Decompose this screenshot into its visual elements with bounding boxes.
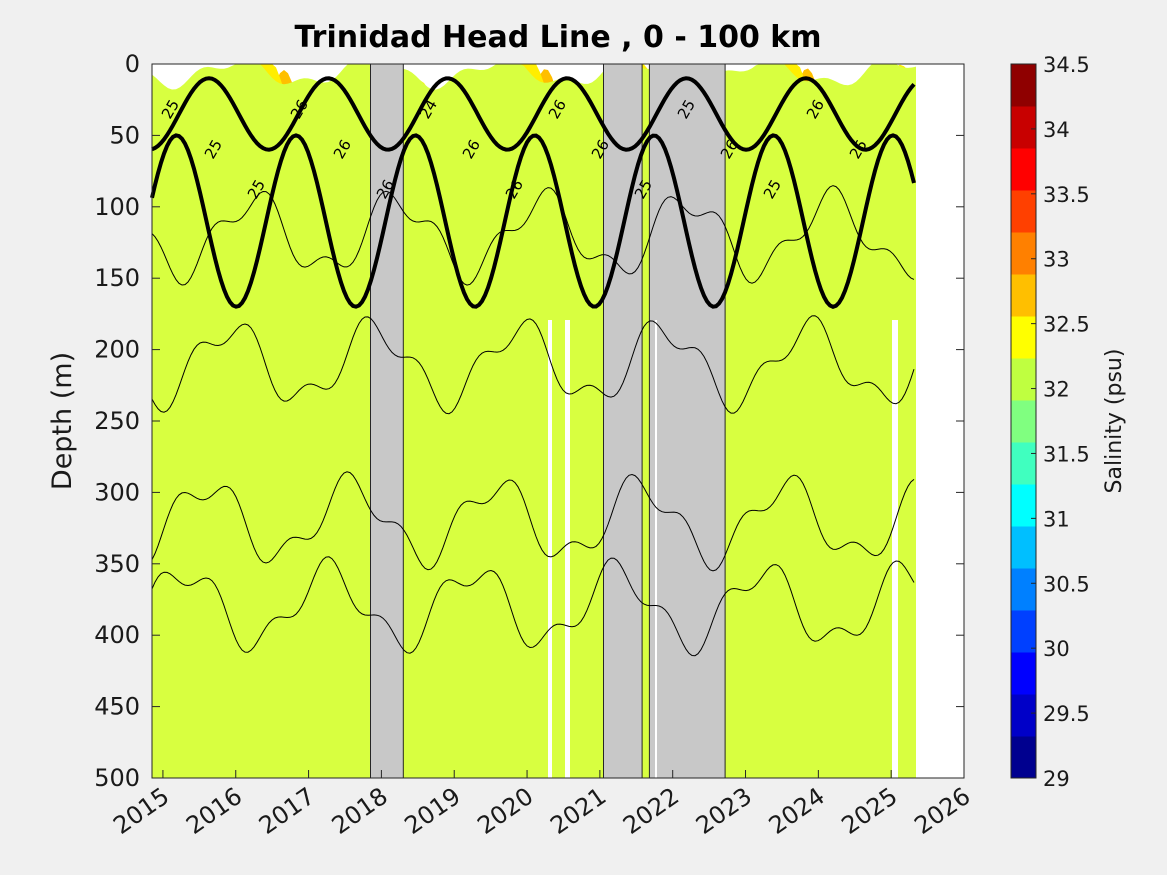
colorbar-swatch bbox=[1011, 484, 1036, 527]
colorbar-tick-label: 32.5 bbox=[1043, 313, 1090, 337]
colorbar-tick-label: 29.5 bbox=[1043, 702, 1090, 726]
x-tick-label: 2020 bbox=[472, 782, 538, 840]
colorbar-swatch bbox=[1011, 274, 1036, 317]
colorbar-swatch bbox=[1011, 442, 1036, 485]
y-tick-label: 250 bbox=[94, 407, 140, 435]
density-contour bbox=[150, 133, 916, 309]
colorbar: 29 29.5 30 30.5 31 31.5 32 32.5 33 33.5 34 34.5 bbox=[1010, 53, 1090, 791]
colorbar-tick-label: 30.5 bbox=[1043, 572, 1090, 596]
x-tick-label: 2022 bbox=[618, 782, 684, 840]
sampling-gap bbox=[655, 320, 657, 778]
y-tick-label: 100 bbox=[94, 193, 140, 221]
y-axis-ticks: 0 50 100 150 200 250 300 350 400 450 500 bbox=[94, 50, 964, 792]
colorbar-swatch bbox=[1011, 610, 1036, 653]
colorbar-swatch bbox=[1011, 652, 1036, 695]
colorbar-swatch bbox=[1011, 190, 1036, 233]
colorbar-swatch bbox=[1011, 232, 1036, 275]
x-tick-label: 2024 bbox=[764, 782, 830, 840]
sampling-gap bbox=[548, 320, 552, 778]
x-tick-label: 2016 bbox=[181, 782, 247, 840]
y-tick-label: 450 bbox=[94, 693, 140, 721]
colorbar-tick-label: 34.5 bbox=[1043, 53, 1090, 77]
colorbar-tick-label: 33 bbox=[1043, 248, 1070, 272]
sampling-gap bbox=[892, 320, 898, 778]
colorbar-label: Salinity (psu) bbox=[1102, 349, 1127, 494]
colorbar-tick-label: 34 bbox=[1043, 118, 1070, 142]
colorbar-tick-label: 29 bbox=[1043, 767, 1070, 791]
thin-contour bbox=[151, 185, 915, 286]
x-tick-label: 2025 bbox=[837, 782, 903, 840]
no-data-period bbox=[370, 63, 404, 779]
colorbar-swatch bbox=[1011, 358, 1036, 401]
y-tick-label: 0 bbox=[125, 50, 140, 78]
thin-contour bbox=[151, 556, 915, 657]
y-tick-label: 200 bbox=[94, 336, 140, 364]
salinity-bands bbox=[152, 64, 916, 779]
colorbar-frame bbox=[1010, 63, 1037, 779]
no-data-period bbox=[648, 63, 726, 779]
x-tick-label: 2021 bbox=[545, 782, 611, 840]
x-tick-label: 2018 bbox=[327, 782, 393, 840]
y-tick-label: 300 bbox=[94, 478, 140, 506]
colorbar-swatch bbox=[1011, 64, 1036, 107]
colorbar-swatch bbox=[1011, 148, 1036, 191]
y-tick-label: 400 bbox=[94, 621, 140, 649]
colorbar-tick-label: 33.5 bbox=[1043, 183, 1090, 207]
colorbar-swatch bbox=[1011, 694, 1036, 737]
colorbar-swatch bbox=[1011, 568, 1036, 611]
x-tick-label: 2023 bbox=[691, 782, 757, 840]
colorbar-tick-label: 31.5 bbox=[1043, 442, 1090, 466]
colorbar-swatch bbox=[1011, 526, 1036, 569]
salinity-band bbox=[152, 64, 916, 778]
y-tick-label: 500 bbox=[94, 764, 140, 792]
y-axis-label: Depth (m) bbox=[47, 352, 78, 490]
thin-contour bbox=[151, 315, 915, 415]
chart-title: Trinidad Head Line , 0 - 100 km bbox=[294, 20, 821, 55]
density-contour bbox=[151, 76, 916, 152]
sampling-gap bbox=[565, 320, 570, 778]
y-tick-label: 50 bbox=[109, 121, 140, 149]
colorbar-swatch bbox=[1011, 736, 1036, 779]
colorbar-swatch bbox=[1011, 316, 1036, 359]
no-data-period bbox=[603, 63, 643, 779]
density-contours bbox=[150, 76, 916, 657]
colorbar-swatch bbox=[1011, 400, 1036, 443]
missing-data-gaps bbox=[370, 63, 964, 779]
x-tick-label: 2026 bbox=[909, 782, 975, 840]
colorbar-swatch bbox=[1011, 106, 1036, 149]
x-tick-label: 2019 bbox=[400, 782, 466, 840]
y-tick-label: 350 bbox=[94, 550, 140, 578]
y-tick-label: 150 bbox=[94, 264, 140, 292]
colorbar-tick-label: 32 bbox=[1043, 378, 1070, 402]
x-axis-ticks: 2015 2016 2017 2018 2019 2020 2021 2022 2023 2024… bbox=[108, 770, 975, 840]
colorbar-tick-label: 30 bbox=[1043, 637, 1070, 661]
colorbar-tick-label: 31 bbox=[1043, 507, 1070, 531]
thin-contour bbox=[151, 471, 915, 572]
x-tick-label: 2017 bbox=[254, 782, 320, 840]
